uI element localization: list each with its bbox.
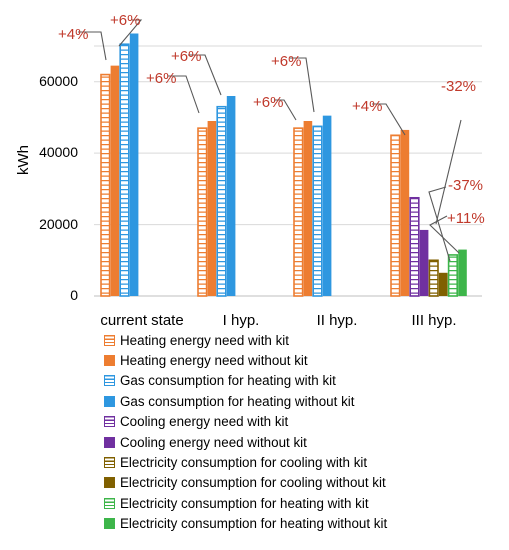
y-tick-label: 40000 <box>39 144 78 160</box>
legend-item: Electricity consumption for cooling with… <box>104 473 387 493</box>
legend-swatch <box>104 477 115 489</box>
category-label: current state <box>100 312 183 329</box>
change-annotation: -32% <box>441 78 476 95</box>
legend-label: Gas consumption for heating without kit <box>120 393 355 409</box>
bar-chart: 0 20000 40000 60000 kWh current state I … <box>15 12 485 329</box>
bar <box>226 96 236 296</box>
category-label: III hyp. <box>411 312 456 329</box>
bars <box>100 33 467 297</box>
legend-label: Electricity consumption for cooling with… <box>120 475 386 491</box>
y-tick-label: 0 <box>70 287 78 303</box>
bar <box>129 33 139 296</box>
legend-item: Heating energy need without kit <box>104 350 387 370</box>
legend-swatch <box>104 416 115 428</box>
bar <box>447 254 459 297</box>
legend-swatch <box>104 518 115 530</box>
change-annotation: +6% <box>253 94 283 111</box>
bar <box>119 43 130 297</box>
annotation-leader-line <box>78 31 107 61</box>
change-annotation: +6% <box>171 48 201 65</box>
annotation-leader-line <box>168 75 200 114</box>
legend-label: Cooling energy need with kit <box>120 414 289 430</box>
bar <box>293 127 304 297</box>
legend-item: Gas consumption for heating without kit <box>104 391 387 411</box>
bar <box>439 272 448 296</box>
legend-swatch <box>104 334 115 346</box>
annotation-leader-line <box>372 103 406 136</box>
bar <box>110 65 120 297</box>
annotation-leader-line <box>435 119 462 225</box>
change-annotation: +6% <box>146 70 176 87</box>
legend-label: Heating energy need without kit <box>120 353 308 369</box>
bar <box>419 229 429 296</box>
legend-swatch <box>104 497 115 509</box>
legend-item: Electricity consumption for heating with… <box>104 493 387 513</box>
bar <box>400 129 410 296</box>
annotation-leader-line <box>118 19 143 47</box>
annotation-leader-line <box>188 54 222 96</box>
bar <box>197 127 208 297</box>
legend-item: Electricity consumption for heating with… <box>104 514 387 534</box>
bar <box>303 121 313 296</box>
bar <box>409 196 420 297</box>
legend-label: Electricity consumption for heating with… <box>120 516 388 532</box>
change-annotation: +6% <box>271 53 301 70</box>
change-annotation: +4% <box>352 98 382 115</box>
y-axis-label: kWh <box>15 145 32 175</box>
change-annotation: +11% <box>447 210 485 227</box>
bar <box>322 115 332 297</box>
bar <box>100 73 111 297</box>
annotation-leader-line <box>429 215 460 254</box>
legend-item: Heating energy need with kit <box>104 330 387 350</box>
y-tick-label: 20000 <box>39 216 78 232</box>
legend-label: Cooling energy need without kit <box>120 434 307 450</box>
bar <box>428 259 439 297</box>
legend: Heating energy need with kit Heating ene… <box>104 330 387 534</box>
legend-label: Electricity consumption for heating with… <box>120 495 369 511</box>
legend-swatch <box>104 395 115 407</box>
legend-swatch <box>104 436 115 448</box>
category-label: I hyp. <box>223 312 260 329</box>
change-annotation: +6% <box>110 12 140 29</box>
bar <box>312 125 323 297</box>
legend-item: Gas consumption for heating with kit <box>104 371 387 391</box>
legend-swatch <box>104 355 115 367</box>
legend-item: Electricity consumption for cooling with… <box>104 452 387 472</box>
bar <box>390 134 401 297</box>
annotation-leader-line <box>274 99 297 121</box>
change-annotation: -37% <box>448 177 483 194</box>
bar <box>458 249 467 296</box>
legend-item: Cooling energy need with kit <box>104 412 387 432</box>
y-tick-label: 60000 <box>39 73 78 89</box>
legend-label: Gas consumption for heating with kit <box>120 373 336 389</box>
change-annotation: +4% <box>58 26 88 43</box>
legend-swatch <box>104 375 115 387</box>
legend-label: Heating energy need with kit <box>120 332 289 348</box>
annotation-leaders <box>78 19 462 262</box>
annotation-leader-line <box>290 57 315 113</box>
legend-label: Electricity consumption for cooling with… <box>120 455 368 471</box>
legend-item: Cooling energy need without kit <box>104 432 387 452</box>
bar <box>216 105 227 297</box>
legend-swatch <box>104 457 115 469</box>
category-label: II hyp. <box>317 312 358 329</box>
bar <box>207 121 217 296</box>
